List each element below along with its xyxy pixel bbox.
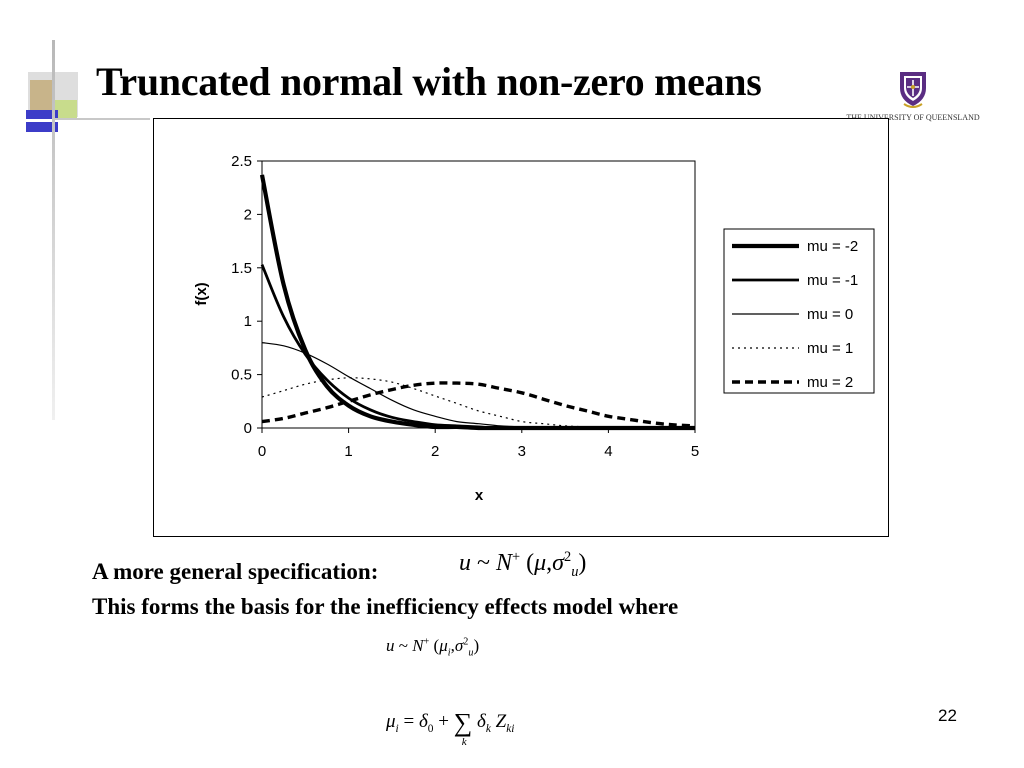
y-tick-label: 2.5: [231, 153, 252, 170]
x-tick-label: 3: [518, 443, 526, 460]
legend: mu = -2 mu = -1 mu = 0 mu = 1 mu = 2: [723, 228, 875, 394]
formula-symbol: μ: [534, 550, 547, 576]
x-tick-label: 5: [691, 443, 699, 460]
legend-label: mu = 1: [807, 340, 853, 357]
x-tick-label: 0: [258, 443, 266, 460]
formula-symbol: 2: [564, 549, 572, 565]
x-tick-label: 4: [604, 443, 612, 460]
decor-green-block: [55, 100, 77, 120]
formula-symbol: +: [512, 549, 521, 565]
formula-symbol: =: [403, 711, 415, 732]
legend-label: mu = 0: [807, 306, 853, 323]
formula-symbol: N: [495, 550, 512, 576]
formula-model: u ~ N+ (μi,σ2u): [386, 636, 480, 659]
formula-symbol: ki: [506, 722, 515, 735]
decor-tan-block: [30, 80, 55, 110]
formula-symbol: u: [386, 636, 395, 655]
x-axis: 0 1 2 3 4 5: [258, 428, 699, 460]
logo-caption: THE UNIVERSITY OF QUEENSLAND: [846, 113, 980, 122]
formula-symbol: σ: [454, 636, 464, 655]
formula-symbol: 0: [427, 722, 434, 735]
formula-symbol: μ: [439, 636, 448, 655]
y-tick-label: 1: [244, 313, 252, 330]
formula-symbol: Z: [495, 711, 507, 732]
formula-symbol: k: [485, 722, 491, 735]
slide-title: Truncated normal with non-zero means: [96, 59, 762, 104]
legend-box: [723, 228, 875, 394]
formula-symbol: u: [468, 647, 474, 659]
formula-symbol: +: [438, 711, 449, 732]
x-tick-label: 1: [344, 443, 352, 460]
y-axis-label: f(x): [193, 282, 210, 305]
formula-symbol: ~: [477, 550, 490, 576]
decor-horizontal-rule: [52, 118, 150, 120]
formula-symbol: 2: [463, 636, 469, 648]
y-tick-label: 2: [244, 206, 252, 223]
decor-vertical-rule: [52, 40, 55, 420]
formula-symbol: +: [423, 636, 430, 648]
legend-label: mu = -2: [807, 238, 858, 255]
formula-symbol: ): [473, 636, 480, 655]
y-tick-label: 1.5: [231, 260, 252, 277]
formula-symbol: N: [412, 636, 424, 655]
formula-symbol: σ: [552, 550, 565, 576]
formula-symbol: δ: [418, 711, 428, 732]
formula-symbol: ,: [546, 550, 553, 576]
formula-symbol: δ: [477, 711, 486, 732]
series-line-5: [261, 381, 696, 428]
summation-sign: ∑ k: [453, 708, 473, 748]
formula-symbol: k: [461, 736, 467, 748]
x-axis-label: x: [475, 487, 484, 504]
university-crest-logo: [900, 72, 926, 108]
series-line-3: [261, 342, 695, 429]
formula-symbol: (: [526, 550, 535, 576]
legend-label: mu = -1: [807, 272, 858, 289]
formula-symbol: i: [395, 722, 399, 735]
formula-general-spec: u ~ N+ (μ,σ2u): [459, 549, 587, 580]
formula-symbol: ,: [450, 636, 455, 655]
formula-symbol: u: [459, 550, 471, 576]
formula-symbol: ~: [398, 636, 408, 655]
series-line-4: [261, 377, 695, 429]
y-tick-label: 0: [244, 420, 252, 437]
formula-symbol: ): [578, 550, 587, 576]
formula-symbol: (: [433, 636, 440, 655]
y-tick-label: 0.5: [231, 367, 252, 384]
formula-symbol: u: [571, 563, 579, 580]
decor-blue-stripe: [26, 119, 58, 122]
x-tick-label: 2: [431, 443, 439, 460]
basis-text: This forms the basis for the inefficienc…: [92, 594, 679, 619]
formula-mean: μi = δ0 + ∑ k δk Zki: [386, 708, 515, 748]
series-group: [259, 174, 696, 431]
y-axis: 0 0.5 1 1.5 2 2.5: [231, 153, 262, 437]
page-number: 22: [938, 706, 957, 725]
formula-symbol: μ: [386, 711, 396, 732]
formula-symbol: i: [447, 647, 451, 659]
crest-icon: [900, 72, 926, 108]
general-spec-label: A more general specification:: [92, 559, 379, 584]
legend-label: mu = 2: [807, 374, 853, 391]
formula-symbol: ∑: [453, 708, 473, 737]
